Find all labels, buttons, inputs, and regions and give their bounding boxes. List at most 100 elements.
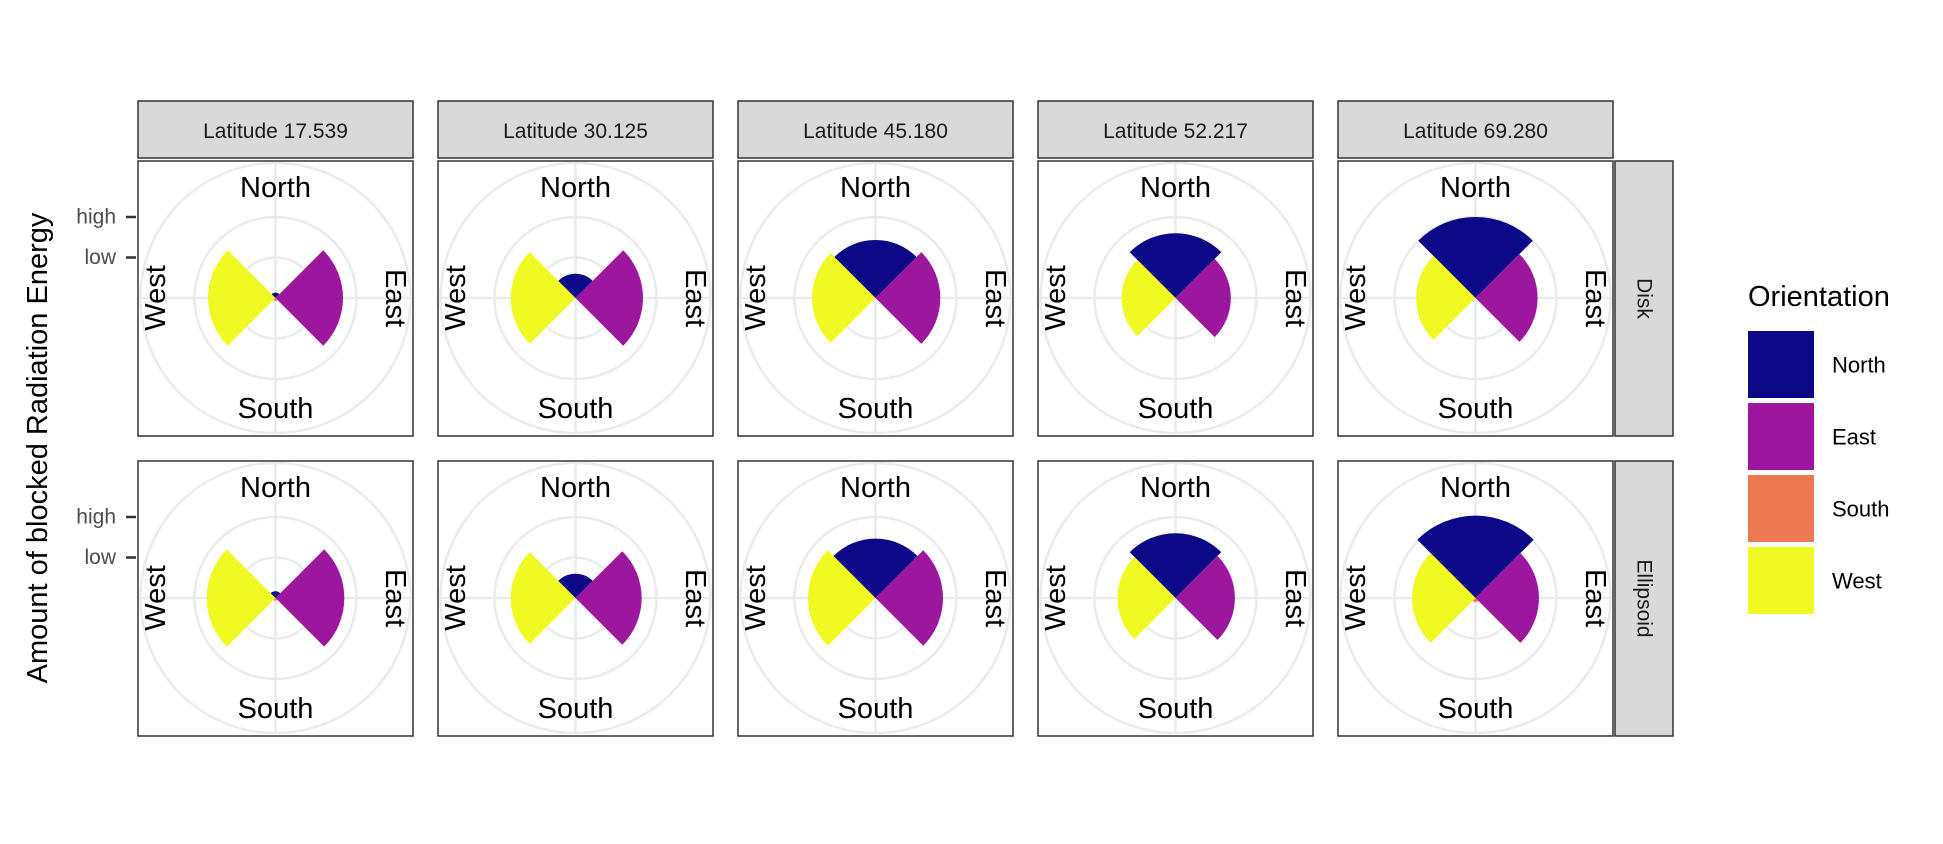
legend-label: East	[1832, 425, 1876, 450]
direction-label-north: North	[240, 172, 311, 204]
panel-border	[737, 460, 1014, 737]
wedge-north	[1417, 515, 1534, 598]
direction-label-south: South	[838, 393, 914, 425]
column-strip-box	[1037, 100, 1314, 159]
direction-label-south: South	[1438, 693, 1514, 725]
y-axis: Amount of blocked Radiation Energy low hi…	[22, 206, 136, 683]
panel-border	[437, 160, 714, 437]
polar-panel: North South East West	[737, 460, 1014, 737]
wedge-east	[1475, 254, 1538, 342]
legend-item: West	[1748, 547, 1882, 614]
wedge-west	[510, 552, 576, 644]
wedge-east	[875, 550, 944, 646]
polar-panel: North South East West	[1037, 460, 1314, 737]
legend-label: West	[1832, 569, 1882, 594]
legend-swatch-south	[1748, 475, 1814, 542]
legend-swatch-east	[1748, 403, 1814, 470]
direction-label-west: West	[1040, 565, 1072, 631]
column-strip-box	[137, 100, 414, 159]
direction-label-south: South	[238, 693, 314, 725]
wedge-west	[1121, 259, 1176, 337]
column-strip-box	[437, 100, 714, 159]
row-strip-label: Ellipsoid	[1633, 559, 1656, 637]
direction-label-east: East	[679, 269, 711, 327]
direction-label-east: East	[979, 569, 1011, 627]
wedge-north	[833, 538, 918, 598]
direction-label-north: North	[840, 472, 911, 504]
polar-panel: North South East West	[437, 160, 714, 437]
wedge-east	[1475, 553, 1539, 643]
direction-label-east: East	[979, 269, 1011, 327]
direction-label-east: East	[379, 269, 411, 327]
row-strip-box	[1614, 160, 1674, 437]
direction-label-north: North	[840, 172, 911, 204]
direction-label-east: East	[1279, 569, 1311, 627]
legend-title: Orientation	[1748, 281, 1890, 313]
direction-label-south: South	[838, 693, 914, 725]
wedge-west	[1416, 256, 1476, 340]
wedge-west	[807, 550, 876, 646]
legend-label: South	[1832, 497, 1890, 522]
direction-label-north: North	[1440, 472, 1511, 504]
column-strip-label: Latitude 52.217	[1103, 120, 1248, 143]
wedge-east	[575, 250, 644, 346]
legend-label: North	[1832, 353, 1886, 378]
polar-panel: North South East West	[1337, 160, 1614, 437]
wedge-west	[1412, 553, 1476, 643]
direction-label-west: West	[440, 265, 472, 331]
column-strip: Latitude 69.280	[1337, 100, 1614, 159]
column-strip: Latitude 30.125	[437, 100, 714, 159]
panel-border	[1337, 160, 1614, 437]
wedge-west	[1117, 556, 1176, 640]
wedge-east	[1175, 556, 1235, 640]
wedge-north	[558, 573, 593, 598]
direction-label-north: North	[1140, 172, 1211, 204]
direction-label-west: West	[1340, 565, 1372, 631]
column-strip-label: Latitude 17.539	[203, 120, 348, 143]
panel-border	[1037, 160, 1314, 437]
wedge-north	[1129, 233, 1222, 298]
wedge-north	[558, 273, 593, 298]
direction-label-west: West	[140, 265, 172, 331]
facet-panels: NorthSouthEastWestNorthSouthEastWestNort…	[137, 160, 1614, 737]
direction-label-west: West	[440, 565, 472, 631]
y-tick-label: high	[76, 506, 116, 529]
direction-label-south: South	[538, 693, 614, 725]
legend-swatch-north	[1748, 331, 1814, 398]
direction-label-north: North	[540, 172, 611, 204]
direction-label-west: West	[1340, 265, 1372, 331]
direction-label-east: East	[1279, 269, 1311, 327]
y-axis-title: Amount of blocked Radiation Energy	[22, 212, 54, 683]
column-strip-label: Latitude 30.125	[503, 120, 648, 143]
wedge-east	[275, 549, 345, 647]
column-strip: Latitude 52.217	[1037, 100, 1314, 159]
legend-swatch-west	[1748, 547, 1814, 614]
column-strip: Latitude 45.180	[737, 100, 1014, 159]
panel-border	[137, 460, 414, 737]
wedge-north	[271, 292, 280, 298]
column-strip-label: Latitude 45.180	[803, 120, 948, 143]
direction-label-north: North	[1140, 472, 1211, 504]
direction-label-south: South	[538, 393, 614, 425]
column-strip-label: Latitude 69.280	[1403, 120, 1548, 143]
polar-panel: North South East West	[1337, 460, 1614, 737]
panel-border	[1037, 460, 1314, 737]
direction-label-west: West	[740, 265, 772, 331]
direction-label-south: South	[238, 393, 314, 425]
direction-label-east: East	[1579, 269, 1611, 327]
direction-label-west: West	[1040, 265, 1072, 331]
column-strip-box	[737, 100, 1014, 159]
row-strip: Disk	[1614, 160, 1674, 437]
legend-item: South	[1748, 475, 1890, 542]
legend-item: East	[1748, 403, 1876, 470]
direction-label-south: South	[1438, 393, 1514, 425]
column-strip-box	[1337, 100, 1614, 159]
wedge-east	[1175, 258, 1231, 338]
wedge-west	[206, 549, 276, 647]
wedge-east	[575, 551, 642, 645]
column-strip: Latitude 17.539	[137, 100, 414, 159]
direction-label-east: East	[679, 569, 711, 627]
legend-item: North	[1748, 331, 1886, 398]
wedge-west	[207, 250, 276, 346]
wedge-west	[510, 252, 576, 344]
